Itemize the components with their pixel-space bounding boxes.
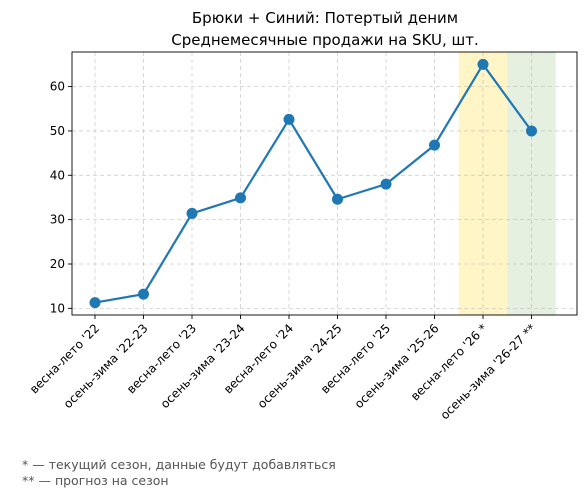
data-point [186, 207, 198, 219]
y-tick-label: 20 [50, 257, 65, 271]
y-axis: 10 20 30 40 50 60 [50, 80, 72, 315]
series-line-path [94, 63, 533, 304]
highlight-band-2 [507, 52, 556, 315]
data-point [283, 113, 295, 125]
y-tick-label: 60 [50, 80, 65, 94]
highlight-bands [458, 52, 556, 315]
data-point [380, 178, 392, 190]
x-tick-label: осень-зима '25-26 [352, 321, 442, 411]
x-tick-label: осень-зима '23-24 [158, 321, 248, 411]
y-tick-label: 10 [50, 301, 65, 315]
y-tick-label: 50 [50, 124, 65, 138]
chart-title: Брюки + Синий: Потертый деним Среднемеся… [171, 9, 479, 49]
footnotes: * — текущий сезон, данные будут добавлят… [22, 457, 336, 488]
data-point [138, 288, 149, 300]
x-tick-label: осень-зима '26-27 ** [438, 321, 539, 422]
chart-title-line-1: Брюки + Синий: Потертый деним [192, 9, 458, 27]
y-tick-label: 30 [50, 213, 65, 227]
data-point [89, 297, 101, 309]
x-tick-label: осень-зима '24-25 [255, 321, 345, 411]
y-tick-label: 40 [50, 168, 65, 182]
data-point [332, 193, 343, 205]
grid-lines [72, 52, 577, 315]
footnote-current-season: * — текущий сезон, данные будут добавлят… [22, 457, 336, 472]
x-tick-label: осень-зима '22-23 [61, 321, 151, 411]
data-point [477, 58, 489, 70]
series-line [89, 58, 537, 309]
data-point [235, 192, 246, 204]
plot-area-frame [71, 51, 578, 316]
data-point [526, 125, 537, 137]
chart-title-line-2: Среднемесячные продажи на SKU, шт. [171, 31, 479, 49]
footnote-forecast: ** — прогноз на сезон [22, 473, 169, 488]
data-point [429, 139, 440, 151]
